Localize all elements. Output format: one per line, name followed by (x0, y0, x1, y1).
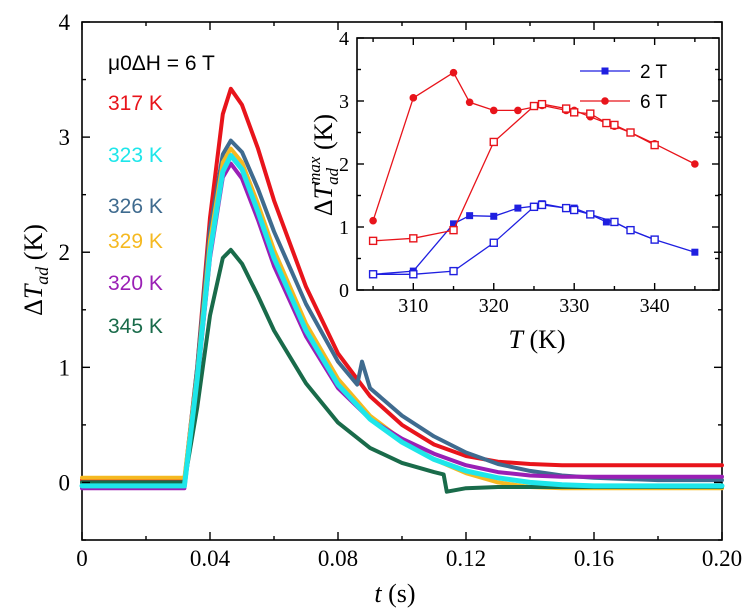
inset-x-tick-label: 310 (398, 295, 428, 317)
main-x-tick-label: 0.08 (318, 546, 358, 571)
inset-series-6-t-point (691, 160, 699, 168)
main-y-axis-label: ΔTad (K) (19, 224, 52, 316)
inset-series-unlabeled-3-point (561, 104, 571, 113)
inset-series-unlabeled-1-point (368, 270, 378, 279)
legend-label-6-t: 6 T (640, 92, 668, 113)
series-label-317-k: 317 K (108, 92, 163, 115)
main-x-tick-label: 0.20 (702, 546, 742, 571)
inset-series-unlabeled-3-point (650, 140, 659, 150)
main-x-tick-label: 0.12 (446, 546, 486, 571)
main-annotation: μ0ΔH = 6 T (108, 52, 215, 75)
inset-series-2-t-point (490, 212, 498, 220)
inset-x-tick-label: 340 (640, 295, 670, 317)
main-ticks-group: 0 0.04 0.08 0.12 0.16 0.20 0 1 2 3 4 (59, 10, 743, 571)
inset-y-tick-label: 3 (339, 91, 349, 113)
inset-series-group (368, 68, 699, 279)
inset-series-6-t-point (514, 106, 522, 115)
inset-series-unlabeled-1-point (537, 200, 547, 210)
inset-series-2-t-point (514, 204, 522, 212)
inset-series-unlabeled-3-point (610, 120, 619, 130)
inset-series-6-t-point (465, 98, 474, 107)
main-series-labels: 317 K 323 K 326 K 329 K 320 K 345 K (108, 92, 163, 338)
main-series-group (79, 86, 725, 494)
inset-series-6-t-point (449, 68, 458, 77)
inset-legend: 2 T6 T (580, 62, 668, 113)
inset-series-2-t-point (450, 220, 458, 228)
main-y-tick-label: 0 (59, 470, 71, 495)
inset-series-unlabeled-3-point (626, 128, 635, 137)
inset-y-tick-label: 0 (339, 280, 349, 302)
main-y-tick-label: 2 (59, 240, 71, 265)
inset-series-unlabeled-1-point (449, 266, 458, 276)
series-label-345-k: 345 K (108, 315, 163, 338)
inset-series-unlabeled-3-point (537, 99, 547, 109)
series-label-323-k: 323 K (108, 144, 163, 167)
inset-series-unlabeled-3-point (368, 236, 378, 246)
inset-series-unlabeled-3-point (586, 109, 595, 118)
inset-series-unlabeled-1-point (409, 270, 418, 279)
main-x-tick-label: 0 (76, 546, 88, 571)
main-y-tick-label: 4 (59, 10, 71, 35)
inset-series-6-t-point (369, 216, 377, 225)
inset-x-axis-label: T (K) (508, 325, 565, 354)
inset-series-unlabeled-3-point (449, 225, 458, 235)
inset-series-unlabeled-1-point (586, 210, 595, 219)
inset-series-6-t-point (489, 106, 498, 115)
series-line-323-k (79, 153, 725, 489)
inset-series-unlabeled-1-point (529, 202, 539, 212)
series-line-317-k (80, 86, 724, 483)
inset-series-2-t-point (691, 248, 699, 256)
inset-series-unlabeled-1-point (626, 225, 635, 235)
inset-series-unlabeled-3-point (409, 234, 418, 243)
inset-series-2-t-point (466, 212, 474, 220)
inset-series-unlabeled-1-point (561, 203, 571, 213)
inset-x-tick-label: 330 (559, 295, 589, 317)
series-label-326-k: 326 K (108, 195, 163, 218)
series-label-329-k: 329 K (108, 230, 163, 253)
main-y-tick-label: 3 (59, 125, 71, 150)
inset-series-unlabeled-1-point (610, 217, 619, 227)
inset-series-2-t-point (602, 218, 610, 226)
inset-series-2-t-line (373, 203, 696, 275)
inset-series-unlabeled-3-point (529, 101, 539, 111)
main-x-tick-label: 0.16 (574, 546, 614, 571)
legend-marker-2-t (601, 67, 609, 75)
inset-series-unlabeled-3-point (602, 118, 611, 128)
inset-series-unlabeled-1-point (570, 205, 579, 215)
series-label-320-k: 320 K (108, 272, 163, 295)
inset-series-unlabeled-3-point (489, 137, 498, 147)
main-x-tick-label: 0.04 (190, 546, 231, 571)
legend-label-2-t: 2 T (640, 62, 668, 83)
inset-series-6-t-point (409, 94, 418, 102)
inset-x-tick-label: 320 (479, 295, 509, 317)
main-x-axis-label: t (s) (374, 579, 415, 608)
inset-y-tick-label: 2 (339, 154, 349, 176)
inset-ticks-group: 310 320 330 340 0 1 2 3 4 (339, 28, 719, 317)
legend-marker-6-t (601, 97, 609, 105)
inset-series-unlabeled-1-point (650, 235, 659, 244)
inset-series-unlabeled-3-point (570, 108, 579, 117)
main-y-tick-label: 1 (59, 355, 71, 380)
inset-y-axis-label: ΔTadmax (K) (305, 114, 342, 216)
inset-series-unlabeled-1-point (489, 238, 498, 247)
inset-y-tick-label: 4 (339, 28, 349, 50)
inset-y-tick-label: 1 (339, 217, 349, 239)
series-line-345-k (80, 247, 724, 494)
